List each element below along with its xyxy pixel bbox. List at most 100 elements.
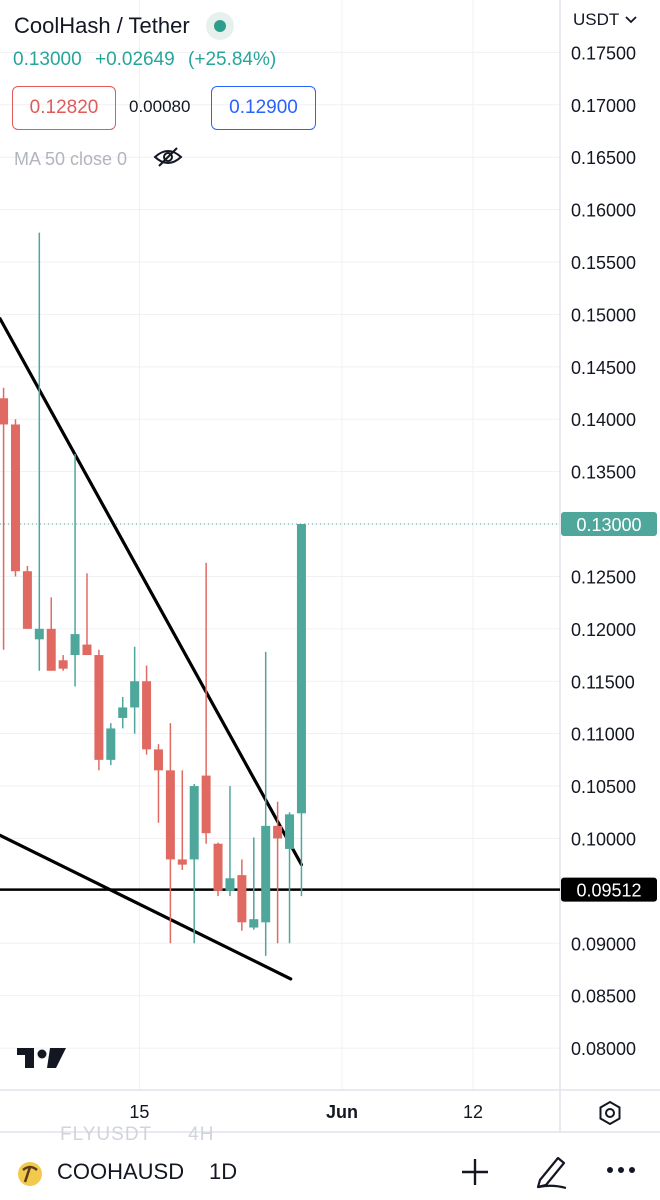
candle [82,573,92,656]
spread-value: 0.00080 [129,97,191,116]
candle [201,562,211,844]
x-tick-label: 12 [463,1102,483,1122]
candle-body [153,749,163,771]
y-tick-label: 0.13500 [571,463,636,483]
candle [165,723,175,944]
candle-body [165,770,175,860]
watermark: FLYUSDT 4H [60,1124,300,1146]
candle-body [22,571,32,629]
candle [249,837,259,930]
trendline-lower [0,833,293,981]
y-tick-label: 0.12500 [571,567,636,587]
indicator-legend[interactable]: MA 50 close 0 [14,146,183,173]
x-tick-label: 15 [129,1102,149,1122]
symbol-header[interactable]: CoolHash / Tether [14,12,234,40]
candle [189,783,199,944]
candle [213,842,223,897]
bottom-symbol[interactable]: COOHAUSDT [57,1159,183,1184]
price-change-percent: (+25.84%) [188,49,277,70]
candle [10,419,20,577]
chevron-down-icon [625,16,637,24]
candle [34,232,44,671]
y-tick-label: 0.10000 [571,829,636,849]
trendline-upper [0,317,304,867]
candle-body [285,814,295,849]
y-tick-label: 0.16000 [571,201,636,221]
candle [296,524,306,897]
y-tick-label: 0.10500 [571,777,636,797]
settings-gear-icon[interactable] [597,1100,623,1131]
candle [273,801,283,944]
plus-icon[interactable] [460,1157,490,1192]
support-price-tag-bg [561,877,657,902]
last-price: 0.13000 [13,49,82,70]
candle-body [225,878,235,891]
symbol-title[interactable]: CoolHash / Tether [14,13,190,38]
indicator-label: MA 50 close 0 [14,149,128,169]
candle-body [106,728,116,760]
candle-body [213,843,223,891]
candle-body [273,825,283,839]
timeframe-selector[interactable]: 1D [209,1159,238,1184]
y-tick-label: 0.09000 [571,934,636,954]
candle-body [296,524,306,814]
candle [225,786,235,897]
candles [0,232,306,956]
last-price-tag-bg [561,512,657,537]
candle-body [10,424,20,572]
y-tick-label: 0.14500 [571,358,636,378]
candle [106,723,116,766]
y-tick-label: 0.11000 [571,725,635,745]
currency-selector[interactable]: USDT [573,10,637,30]
y-tick-label: 0.08000 [571,1039,636,1059]
price-change: +0.02649 [94,49,175,70]
buy-button[interactable]: 0.12900 [211,86,316,130]
candle [118,696,128,729]
support-price-tag[interactable]: 0.09512 [561,877,657,902]
price-axis[interactable]: 0.17500 0.17000 0.16500 0.16000 0.15500 0.150… [561,43,657,1059]
candle [58,655,68,671]
chart-grid [0,0,660,1133]
candle-body [82,644,92,656]
watermark-symbol: FLYUSDT [60,1124,153,1145]
time-axis[interactable]: 15 Jun 12 [129,1102,483,1122]
sell-button[interactable]: 0.12820 [12,86,116,130]
y-tick-label: 0.16500 [571,148,636,168]
eye-hidden-icon[interactable] [153,146,183,173]
y-tick-label: 0.15000 [571,305,636,325]
y-tick-label: 0.11500 [571,672,635,692]
candle [22,565,32,629]
candle [70,453,80,687]
y-tick-label: 0.17500 [571,43,636,63]
pickaxe-icon[interactable] [16,1160,44,1193]
more-icon[interactable] [606,1162,636,1180]
last-price-tag[interactable]: 0.13000 [561,512,657,537]
y-tick-label: 0.12000 [571,620,636,640]
candle-body [0,398,9,425]
support-price-tag-text: 0.09512 [576,881,641,901]
trendlines [0,317,560,981]
currency-label: USDT [573,10,620,29]
candle-body [58,660,68,669]
candle-body [261,825,271,923]
last-price-tag-text: 0.13000 [576,515,641,535]
candle-body [177,859,187,865]
watermark-timeframe: 4H [188,1124,215,1145]
candle-body [118,707,128,718]
candle-body [70,634,80,656]
candle [261,651,271,956]
price-summary: 0.13000 +0.02649 (+25.84%) [13,49,284,71]
tradingview-logo-icon[interactable] [17,1045,67,1076]
y-tick-label: 0.14000 [571,410,636,430]
candle-body [34,628,44,640]
candle [237,859,247,931]
y-tick-label: 0.15500 [571,253,636,273]
candle-body [142,681,152,750]
x-tick-label: Jun [326,1102,358,1122]
candle [153,744,163,823]
pencil-icon[interactable] [534,1154,568,1195]
candle [0,387,9,650]
candle-body [94,655,104,760]
candle-body [189,786,199,860]
